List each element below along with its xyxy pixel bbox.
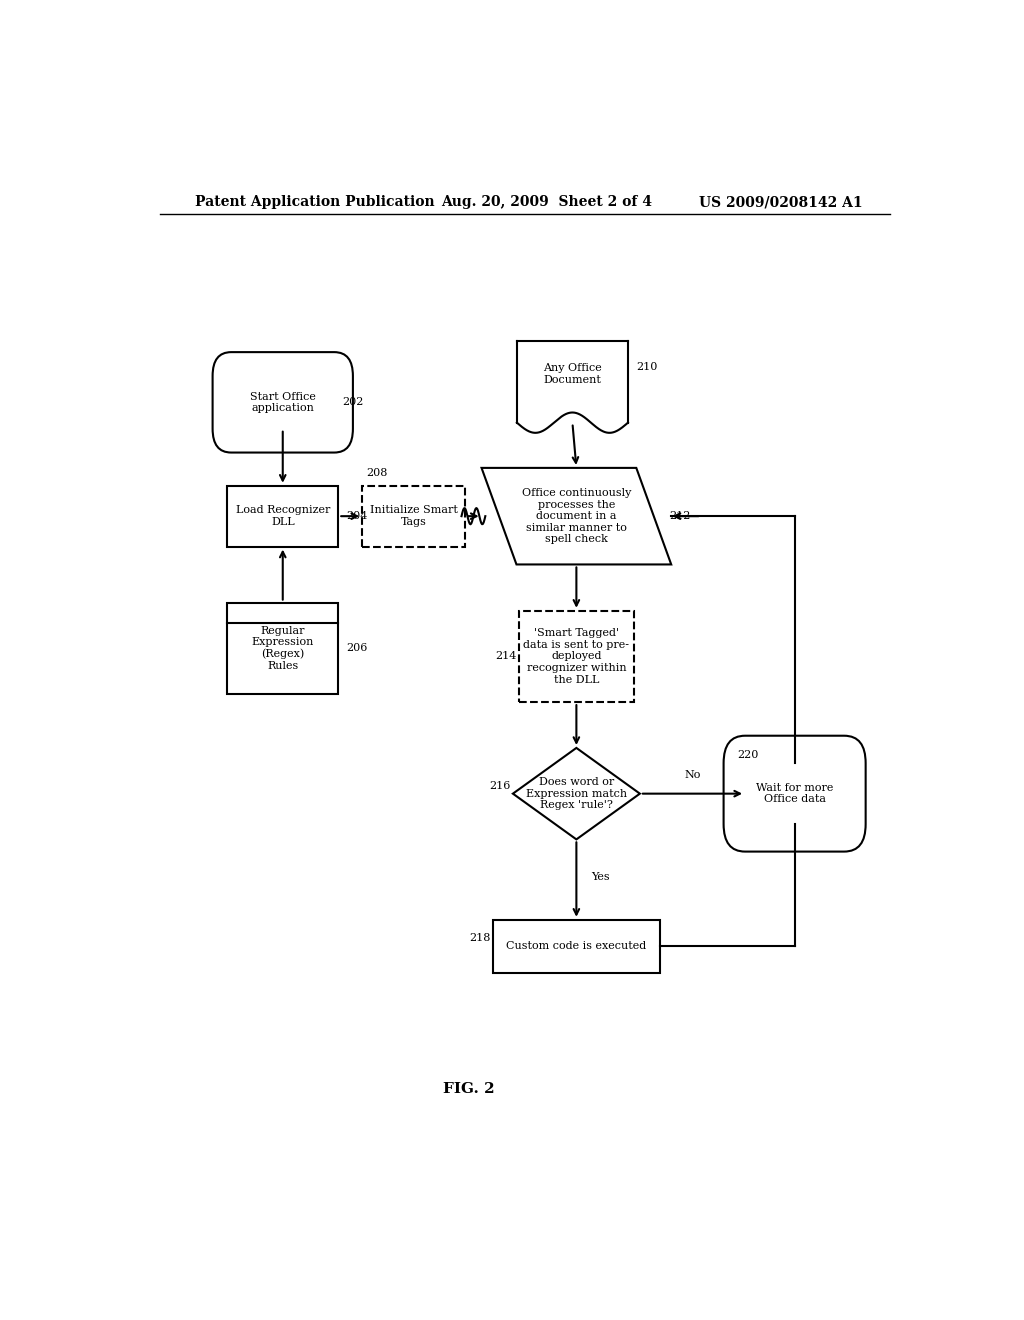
Text: Patent Application Publication: Patent Application Publication bbox=[196, 195, 435, 209]
Text: 216: 216 bbox=[489, 780, 510, 791]
Text: Start Office
application: Start Office application bbox=[250, 392, 315, 413]
Text: Load Recognizer
DLL: Load Recognizer DLL bbox=[236, 506, 330, 527]
Text: Aug. 20, 2009  Sheet 2 of 4: Aug. 20, 2009 Sheet 2 of 4 bbox=[441, 195, 652, 209]
Text: 212: 212 bbox=[670, 511, 691, 521]
Text: US 2009/0208142 A1: US 2009/0208142 A1 bbox=[699, 195, 863, 209]
Bar bbox=[227, 602, 338, 694]
Text: Yes: Yes bbox=[591, 871, 609, 882]
Bar bbox=[519, 611, 634, 702]
Text: No: No bbox=[684, 771, 700, 780]
Text: 220: 220 bbox=[737, 750, 759, 760]
Text: Any Office
Document: Any Office Document bbox=[543, 363, 602, 384]
Text: 208: 208 bbox=[367, 469, 387, 478]
Text: 214: 214 bbox=[495, 652, 516, 661]
Text: Regular
Expression
(Regex)
Rules: Regular Expression (Regex) Rules bbox=[252, 626, 314, 671]
Bar bbox=[227, 486, 338, 546]
Bar bbox=[362, 486, 465, 546]
Text: 204: 204 bbox=[346, 511, 368, 521]
Text: 202: 202 bbox=[342, 397, 364, 408]
Text: FIG. 2: FIG. 2 bbox=[443, 1082, 495, 1097]
Text: Does word or
Expression match
Regex 'rule'?: Does word or Expression match Regex 'rul… bbox=[525, 777, 627, 810]
Text: Wait for more
Office data: Wait for more Office data bbox=[756, 783, 834, 804]
Text: 210: 210 bbox=[636, 362, 657, 372]
Text: Custom code is executed: Custom code is executed bbox=[506, 941, 646, 952]
Text: Initialize Smart
Tags: Initialize Smart Tags bbox=[370, 506, 458, 527]
Bar bbox=[494, 920, 659, 973]
Text: 218: 218 bbox=[469, 933, 490, 942]
Text: 'Smart Tagged'
data is sent to pre-
deployed
recognizer within
the DLL: 'Smart Tagged' data is sent to pre- depl… bbox=[523, 628, 630, 685]
Text: Office continuously
processes the
document in a
similar manner to
spell check: Office continuously processes the docume… bbox=[521, 488, 631, 544]
Text: 206: 206 bbox=[346, 643, 368, 653]
